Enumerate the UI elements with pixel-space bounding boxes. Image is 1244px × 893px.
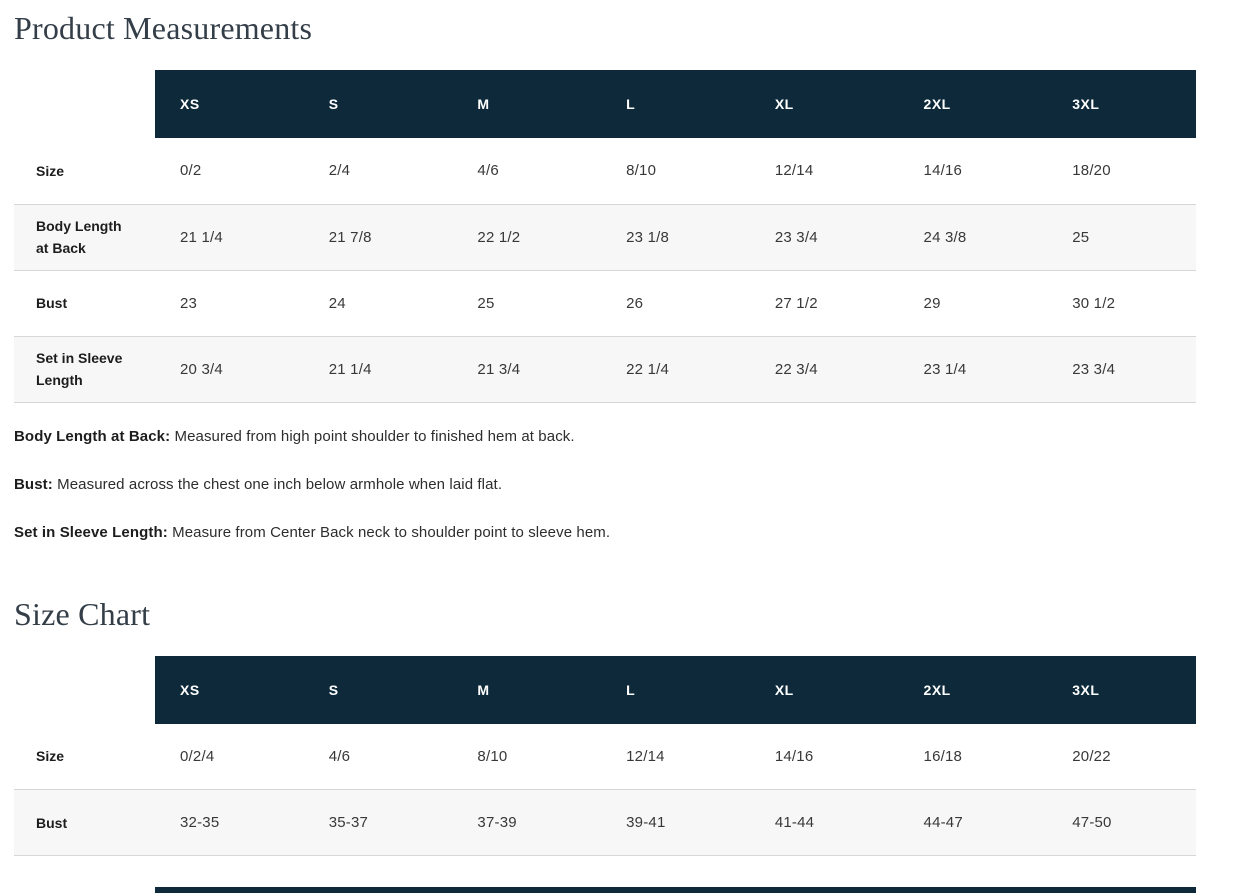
table-cell: 22 1/2 [477, 228, 521, 246]
product-measurements-table: XS S M L XL 2XL 3XL Size 0/2 2/4 4/6 8/1… [14, 70, 1196, 403]
table-cell: 24 [328, 294, 346, 312]
table-corner-cell [14, 70, 155, 138]
table-cell: 20/22 [1072, 747, 1111, 765]
column-header-m: M [452, 70, 602, 138]
column-header-3xl: 3XL [1047, 70, 1196, 138]
column-header-2xl: 2XL [898, 655, 1048, 724]
table-cell: 12/14 [626, 747, 665, 765]
table-cell: 2/4 [328, 162, 351, 180]
table-row-sleeve-length: Set in Sleeve Length 20 3/4 21 1/4 21 3/… [14, 336, 1196, 402]
table-cell: 23 1/4 [923, 360, 967, 378]
row-label-size: Size [36, 162, 65, 179]
table-cell: 23 3/4 [774, 228, 818, 246]
note-definition: Measured across the chest one inch below… [57, 475, 503, 493]
table-cell: 25 [477, 294, 495, 312]
row-label-size: Size [36, 748, 65, 765]
column-header-l: L [601, 655, 750, 724]
table-cell: 39-41 [626, 814, 666, 831]
table-row-bust: Bust 32-35 35-37 37-39 39-41 41-44 44-47… [14, 789, 1196, 856]
column-header-xl: XL [749, 655, 899, 724]
table-cell: 4/6 [477, 162, 499, 180]
table-cell: 8/10 [477, 747, 508, 765]
table-cell: 27 1/2 [774, 294, 818, 312]
table-cell: 0/2/4 [180, 747, 215, 765]
table-cell: 21 3/4 [477, 360, 521, 378]
row-label-bust: Bust [36, 814, 68, 831]
table-header-row: XS S M L XL 2XL 3XL [14, 655, 1196, 724]
table-cell: 16/18 [923, 747, 963, 765]
row-label-sleeve-length: Set in Sleeve Length [36, 350, 123, 388]
table-cell: 14/16 [774, 747, 814, 765]
table-cell: 21 7/8 [328, 228, 372, 246]
column-header-s: S [303, 70, 453, 138]
table-cell: 32-35 [180, 814, 220, 831]
product-measurements-title: Product Measurements [14, 10, 313, 46]
size-chart-table: XS S M L XL 2XL 3XL Size 0/2/4 4/6 8/10 … [14, 655, 1196, 857]
note-bust: Bust: Measured across the chest one inch… [14, 475, 1196, 495]
table-cell: 44-47 [923, 814, 963, 831]
table-cell: 12/14 [774, 162, 814, 180]
note-body-length: Body Length at Back: Measured from high … [14, 427, 1196, 447]
cutoff-next-table-header [155, 887, 1196, 893]
table-row-body-length: Body Length at Back 21 1/4 21 7/8 22 1/2… [14, 204, 1196, 270]
size-guide-content: Product Measurements XS S M L XL 2XL 3XL… [14, 0, 1196, 893]
table-row-size: Size 0/2/4 4/6 8/10 12/14 14/16 16/18 20… [14, 724, 1196, 790]
table-header-row: XS S M L XL 2XL 3XL [14, 70, 1196, 138]
column-header-l: L [601, 70, 750, 138]
table-cell: 25 [1072, 228, 1090, 246]
note-term: Set in Sleeve Length: [14, 523, 168, 541]
column-header-xs: XS [155, 655, 304, 724]
table-cell: 24 3/8 [923, 228, 967, 246]
note-definition: Measure from Center Back neck to shoulde… [172, 523, 611, 541]
table-cell: 41-44 [774, 814, 815, 831]
table-cell: 29 [923, 294, 941, 312]
table-cell: 22 1/4 [626, 360, 670, 378]
table-row-bust: Bust 23 24 25 26 27 1/2 29 30 1/2 [14, 270, 1196, 336]
table-cell: 21 1/4 [328, 360, 372, 378]
table-row-size: Size 0/2 2/4 4/6 8/10 12/14 14/16 18/20 [14, 138, 1196, 204]
column-header-xl: XL [749, 70, 899, 138]
table-cell: 18/20 [1072, 162, 1111, 180]
table-cell: 4/6 [328, 747, 351, 765]
note-term: Body Length at Back: [14, 427, 171, 445]
measurement-notes: Body Length at Back: Measured from high … [14, 427, 1196, 543]
table-cell: 23 [180, 294, 198, 312]
row-label-body-length: Body Length at Back [36, 218, 122, 256]
table-cell: 23 3/4 [1072, 360, 1116, 378]
table-cell: 47-50 [1072, 814, 1112, 831]
table-cell: 0/2 [180, 162, 202, 180]
column-header-3xl: 3XL [1047, 655, 1196, 724]
table-cell: 30 1/2 [1072, 294, 1116, 312]
table-cell: 21 1/4 [180, 228, 223, 246]
table-cell: 26 [626, 294, 644, 312]
size-chart-title: Size Chart [14, 595, 151, 632]
table-cell: 14/16 [923, 162, 963, 180]
table-cell: 22 3/4 [774, 360, 818, 378]
table-corner-cell [14, 656, 155, 724]
table-cell: 20 3/4 [180, 360, 223, 378]
column-header-xs: XS [155, 70, 304, 138]
note-sleeve-length: Set in Sleeve Length: Measure from Cente… [14, 523, 1196, 543]
column-header-m: M [452, 655, 602, 724]
table-cell: 35-37 [328, 814, 369, 831]
column-header-2xl: 2XL [898, 70, 1048, 138]
table-cell: 8/10 [626, 162, 657, 180]
row-label-bust: Bust [36, 295, 68, 311]
note-definition: Measured from high point shoulder to fin… [174, 427, 575, 445]
note-term: Bust: [14, 475, 53, 493]
column-header-s: S [303, 655, 453, 724]
table-cell: 23 1/8 [626, 228, 670, 246]
table-cell: 37-39 [477, 814, 517, 831]
